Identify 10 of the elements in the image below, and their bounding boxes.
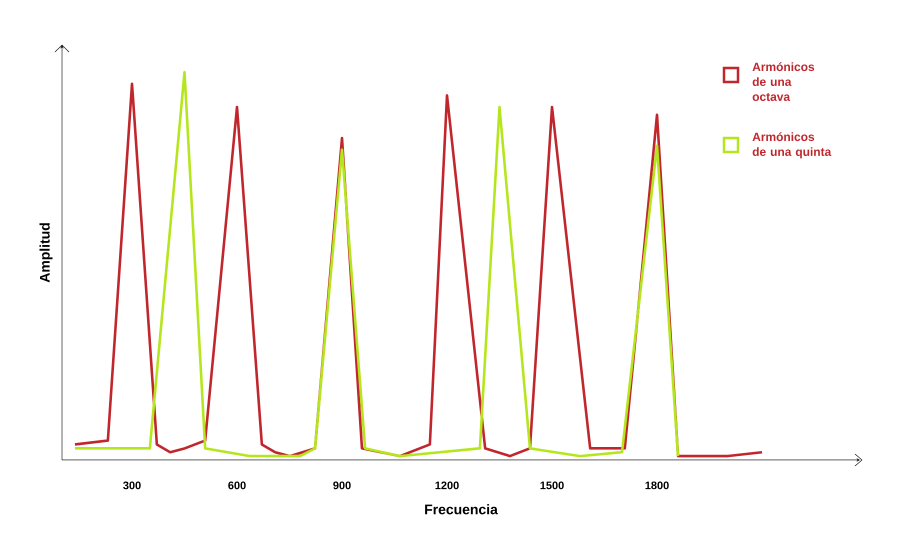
legend-label: Armónicos de una quinta (752, 132, 832, 158)
y-axis-title: Amplitud (39, 223, 52, 282)
x-tick-label: 300 (123, 482, 141, 490)
x-tick-label: 1500 (540, 482, 564, 490)
x-tick-label: 1200 (436, 482, 459, 490)
x-tick-label: 900 (333, 482, 351, 490)
x-tick-label: 1800 (646, 482, 669, 490)
legend-label: Armónicos de una octava (752, 62, 814, 101)
x-axis-title: Frecuencia (425, 504, 498, 514)
x-tick-label: 600 (228, 482, 246, 490)
